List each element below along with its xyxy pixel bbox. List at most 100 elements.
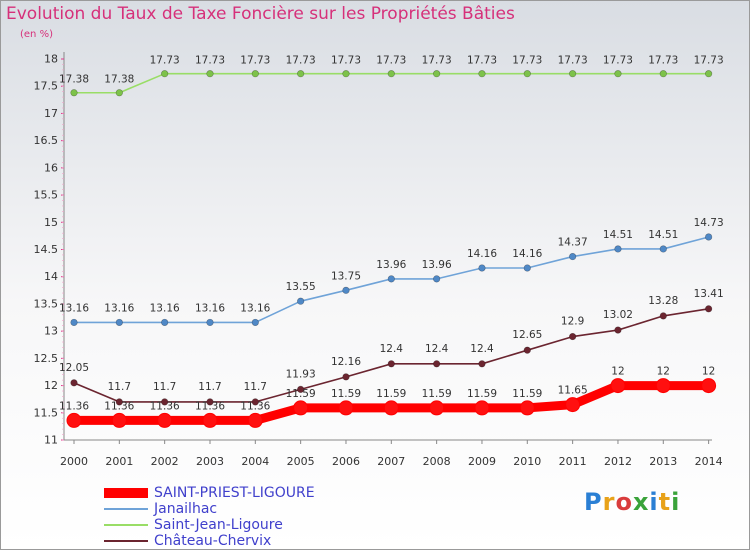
data-label: 12.16 — [331, 356, 361, 368]
x-tick-label: 2002 — [151, 455, 179, 468]
data-point — [569, 332, 577, 341]
data-point — [342, 70, 350, 78]
data-point — [614, 326, 622, 334]
data-label: 12.65 — [512, 329, 542, 341]
data-label: 12 — [611, 366, 624, 378]
data-label: 14.37 — [558, 237, 588, 249]
data-point — [161, 70, 169, 78]
data-point — [157, 412, 173, 428]
x-tick-label: 2006 — [332, 455, 360, 468]
data-label: 11.59 — [376, 388, 406, 400]
data-label: 17.73 — [150, 55, 180, 67]
data-label: 17.73 — [603, 55, 633, 67]
data-label: 12.4 — [380, 343, 404, 355]
legend-label: Saint-Jean-Ligoure — [154, 517, 283, 533]
data-label: 12 — [657, 366, 670, 378]
data-label: 17.73 — [512, 55, 542, 67]
data-point — [519, 400, 535, 416]
legend-swatch-chateau-chervix — [104, 540, 148, 542]
data-point — [523, 70, 531, 78]
data-label: 17.73 — [694, 55, 724, 67]
chart-title: Evolution du Taux de Taxe Foncière sur l… — [6, 4, 515, 24]
y-tick-label: 15.5 — [34, 189, 59, 202]
data-label: 13.41 — [694, 288, 724, 300]
x-tick-label: 2008 — [423, 455, 451, 468]
data-point — [115, 398, 123, 406]
data-label: 11.59 — [286, 388, 316, 400]
y-tick-label: 18 — [44, 53, 58, 66]
data-label: 13.55 — [286, 281, 316, 293]
data-point — [659, 70, 667, 78]
y-tick-label: 11.5 — [34, 406, 59, 419]
data-label: 11.7 — [244, 381, 267, 393]
data-point — [433, 70, 441, 78]
data-label: 12.9 — [561, 316, 584, 328]
data-label: 11.36 — [240, 400, 270, 412]
y-tick-label: 12 — [44, 379, 58, 392]
logo-letter: P — [584, 488, 603, 516]
legend-label: SAINT-PRIEST-LIGOURE — [154, 485, 315, 501]
y-tick-label: 14.5 — [34, 243, 59, 256]
legend-swatch-saint-priest-ligoure — [104, 488, 148, 498]
data-point — [293, 400, 309, 416]
x-tick-label: 2012 — [604, 455, 632, 468]
y-tick-label: 16 — [44, 161, 58, 174]
data-label: 17.38 — [104, 74, 134, 86]
data-label: 12 — [702, 366, 715, 378]
data-point — [387, 360, 395, 368]
legend-item-saint-jean-ligoure[interactable]: Saint-Jean-Ligoure — [104, 517, 424, 533]
legend-item-janailhac[interactable]: Janailhac — [104, 501, 424, 517]
data-point — [202, 412, 218, 428]
data-point — [251, 318, 259, 327]
data-point — [297, 385, 305, 393]
legend-swatch-janailhac — [104, 508, 148, 510]
data-label: 11.7 — [108, 381, 131, 393]
data-label: 17.38 — [59, 74, 89, 86]
legend: SAINT-PRIEST-LIGOURE Janailhac Saint-Jea… — [104, 485, 424, 549]
legend-item-saint-priest-ligoure[interactable]: SAINT-PRIEST-LIGOURE — [104, 485, 424, 501]
y-tick-label: 13.5 — [34, 297, 59, 310]
x-tick-label: 2013 — [649, 455, 677, 468]
data-point — [569, 252, 577, 261]
data-label: 14.16 — [512, 248, 542, 260]
logo-letter: o — [615, 488, 633, 516]
data-label: 13.28 — [648, 295, 678, 307]
data-label: 11.59 — [467, 388, 497, 400]
data-point — [614, 70, 622, 78]
data-point — [251, 398, 259, 406]
data-point — [565, 397, 581, 413]
data-label: 17.73 — [195, 55, 225, 67]
data-point — [70, 379, 78, 387]
data-point — [701, 378, 717, 394]
data-point — [705, 305, 713, 313]
data-point — [70, 318, 78, 327]
logo-letter: x — [632, 488, 650, 516]
logo-letter: i — [649, 488, 659, 516]
logo-letter: i — [671, 488, 681, 516]
data-point — [70, 89, 78, 97]
data-point — [429, 400, 445, 416]
data-point — [383, 400, 399, 416]
data-label: 11.65 — [558, 385, 588, 397]
data-point — [161, 398, 169, 406]
data-label: 12.05 — [59, 362, 89, 374]
legend-item-chateau-chervix[interactable]: Château-Chervix — [104, 533, 424, 549]
data-point — [474, 400, 490, 416]
x-tick-label: 2003 — [196, 455, 224, 468]
data-label: 13.75 — [331, 270, 361, 282]
data-label: 13.96 — [376, 259, 406, 271]
data-point — [206, 398, 214, 406]
data-point — [206, 70, 214, 78]
data-point — [338, 400, 354, 416]
data-point — [569, 70, 577, 78]
data-label: 11.59 — [331, 388, 361, 400]
legend-label: Château-Chervix — [154, 533, 272, 549]
data-label: 14.51 — [603, 229, 633, 241]
data-point — [342, 373, 350, 381]
data-label: 13.16 — [195, 302, 225, 314]
data-label: 13.16 — [104, 302, 134, 314]
data-label: 13.96 — [422, 259, 452, 271]
y-tick-label: 17.5 — [34, 80, 59, 93]
